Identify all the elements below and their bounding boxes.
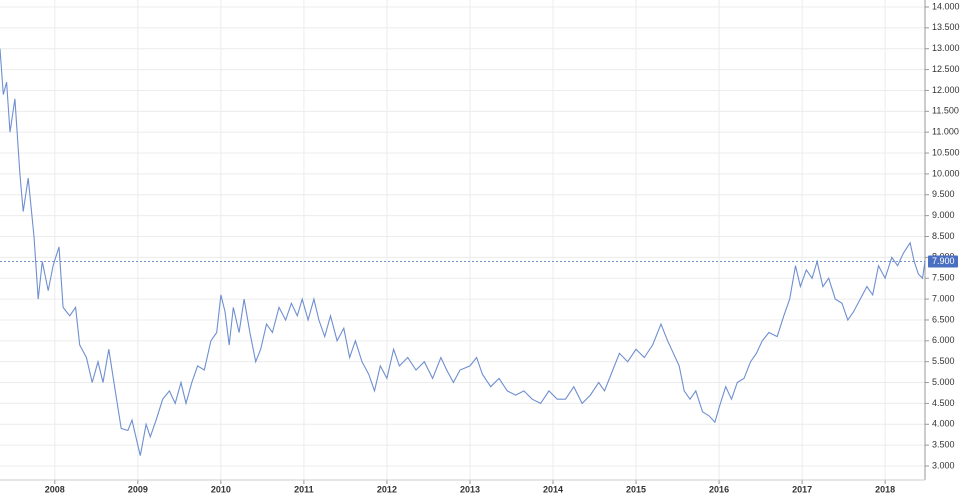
y-tick-label: 10.000 [932, 168, 960, 178]
x-tick-label: 2012 [377, 484, 397, 494]
y-tick-label: 8.500 [932, 231, 955, 241]
y-tick-label: 7.500 [932, 273, 955, 283]
y-tick-label: 11.500 [932, 106, 959, 116]
x-tick-label: 2014 [543, 484, 563, 494]
y-tick-label: 10.500 [932, 147, 960, 157]
y-tick-label: 4.000 [932, 419, 955, 429]
last-value-box [928, 255, 958, 268]
data-line [0, 48, 926, 456]
y-tick-label: 12.000 [932, 85, 960, 95]
x-tick-label: 2016 [709, 484, 729, 494]
y-tick-label: 9.500 [932, 189, 955, 199]
y-tick-label: 11.000 [932, 127, 959, 137]
x-tick-label: 2018 [875, 484, 895, 494]
y-tick-label: 14.000 [932, 1, 960, 11]
x-tick-label: 2008 [45, 484, 65, 494]
x-tick-label: 2017 [792, 484, 812, 494]
y-tick-label: 7.000 [932, 293, 955, 303]
x-tick-label: 2011 [294, 484, 314, 494]
y-tick-label: 13.500 [932, 22, 960, 32]
y-tick-label: 3.000 [932, 460, 955, 470]
y-tick-label: 5.500 [932, 356, 955, 366]
y-tick-label: 12.500 [932, 64, 960, 74]
y-tick-label: 3.500 [932, 440, 955, 450]
y-tick-label: 9.000 [932, 210, 955, 220]
y-tick-label: 4.500 [932, 398, 955, 408]
x-tick-label: 2013 [460, 484, 480, 494]
x-tick-label: 2010 [211, 484, 231, 494]
y-tick-label: 5.000 [932, 377, 955, 387]
y-tick-label: 6.000 [932, 335, 955, 345]
y-tick-label: 13.000 [932, 43, 960, 53]
y-tick-label: 6.500 [932, 314, 955, 324]
x-tick-label: 2015 [626, 484, 646, 494]
x-tick-label: 2009 [128, 484, 148, 494]
last-value-label: 7.900 [932, 256, 955, 266]
